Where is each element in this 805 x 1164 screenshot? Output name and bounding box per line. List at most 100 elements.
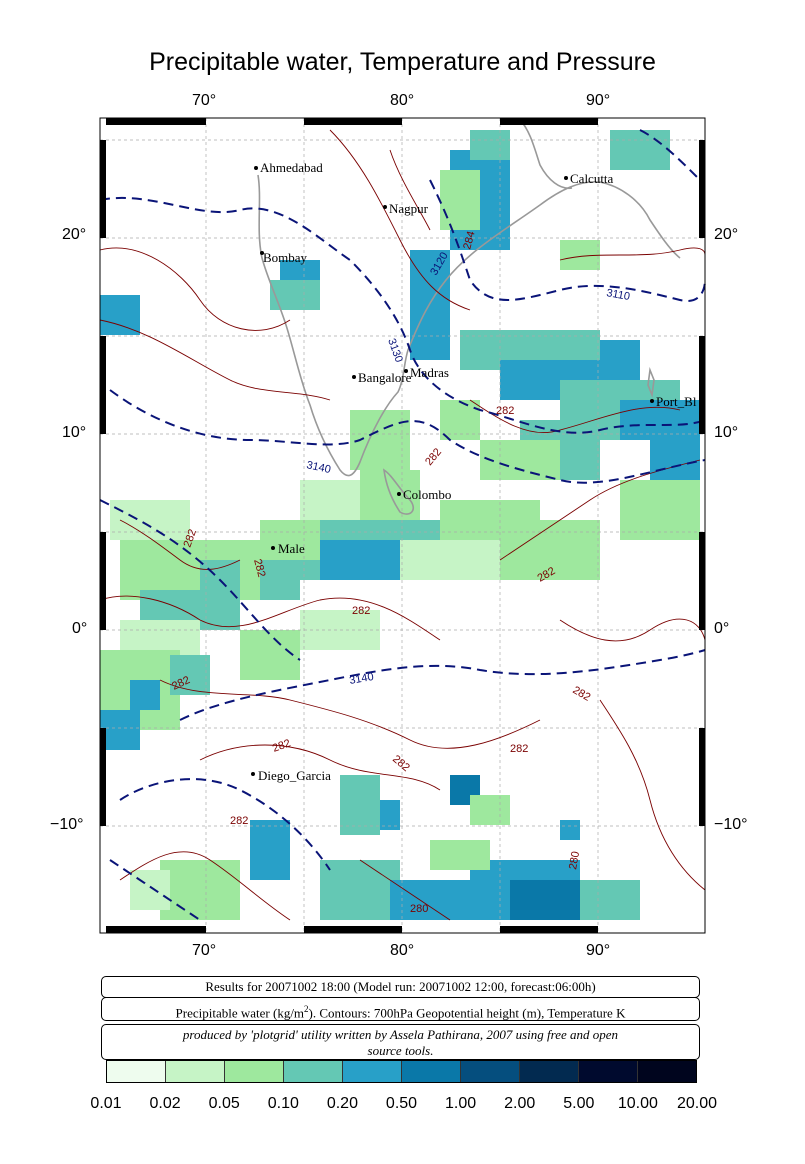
pw-cell bbox=[580, 880, 640, 920]
colorbar-segment bbox=[461, 1061, 520, 1082]
pw-cell bbox=[610, 130, 670, 170]
city-dot bbox=[251, 772, 255, 776]
pw-cell bbox=[250, 820, 290, 880]
temperature-contours bbox=[99, 129, 706, 921]
pw-cell bbox=[440, 400, 480, 440]
frame-border bbox=[99, 117, 706, 934]
colorbar-segment bbox=[225, 1061, 284, 1082]
pw-cell bbox=[240, 630, 300, 680]
pw-cell bbox=[100, 710, 140, 750]
contour-label: 282 bbox=[352, 605, 370, 617]
city-dot bbox=[564, 176, 568, 180]
contour-label: 282 bbox=[271, 737, 292, 755]
colorbar-tick-label: 0.02 bbox=[149, 1095, 181, 1112]
lon-label-top: 70° bbox=[192, 92, 217, 109]
pw-cell bbox=[560, 820, 580, 840]
pw-cell bbox=[390, 880, 470, 920]
pw-cell bbox=[400, 540, 500, 580]
pw-cell bbox=[130, 870, 170, 910]
results-info-box: Results for 20071002 18:00 (Model run: 2… bbox=[101, 976, 700, 998]
legend-superscript: 2 bbox=[304, 1004, 309, 1014]
city-label: Bangalore bbox=[358, 370, 412, 385]
lon-label-top: 90° bbox=[586, 92, 611, 109]
colorbar-tick-label: 2.00 bbox=[504, 1095, 536, 1112]
pw-cell bbox=[110, 500, 190, 540]
pw-cell bbox=[600, 340, 640, 380]
lat-label-right: −10° bbox=[714, 816, 748, 833]
colorbar-tick-label: 0.10 bbox=[267, 1095, 299, 1112]
contour-label: 282 bbox=[496, 405, 514, 417]
contour-label: 280 bbox=[410, 903, 428, 915]
pw-cell bbox=[540, 520, 600, 580]
colorbar-segment bbox=[520, 1061, 579, 1082]
city-dot bbox=[271, 546, 275, 550]
contour-label: 3110 bbox=[605, 287, 630, 303]
pw-cell bbox=[160, 860, 240, 920]
lat-label-left: 10° bbox=[62, 424, 87, 441]
colorbar-tick-label: 0.05 bbox=[208, 1095, 240, 1112]
pw-cell bbox=[270, 280, 320, 310]
legend-info-box: Precipitable water (kg/m2). Contours: 70… bbox=[101, 997, 700, 1021]
city-label: Diego_Garcia bbox=[258, 768, 331, 783]
city-label: Nagpur bbox=[389, 201, 429, 216]
lon-label-bottom: 80° bbox=[390, 942, 415, 959]
lon-label-bottom: 90° bbox=[586, 942, 611, 959]
contour-label: 282 bbox=[510, 743, 528, 755]
legend-prefix: Precipitable water (kg/m bbox=[175, 1005, 305, 1021]
colorbar bbox=[106, 1060, 697, 1083]
lat-label-left: −10° bbox=[50, 816, 84, 833]
contour-label: 3140 bbox=[305, 459, 331, 476]
lon-label-bottom: 70° bbox=[192, 942, 217, 959]
lat-label-left: 0° bbox=[72, 620, 88, 637]
city-label: Colombo bbox=[403, 487, 451, 502]
lat-label-right: 10° bbox=[714, 424, 739, 441]
pw-cell bbox=[170, 655, 210, 695]
lat-label-right: 20° bbox=[714, 226, 739, 243]
city-dot bbox=[397, 492, 401, 496]
colorbar-tick-label: 0.20 bbox=[326, 1095, 358, 1112]
colorbar-segment bbox=[166, 1061, 225, 1082]
legend-suffix: ). Contours: 700hPa Geopotential height … bbox=[308, 1005, 626, 1021]
pw-cell bbox=[430, 840, 490, 870]
contour-label: 282 bbox=[182, 528, 200, 549]
pw-cell bbox=[380, 800, 400, 830]
colorbar-segment bbox=[638, 1061, 696, 1082]
geopotential-contours bbox=[99, 129, 706, 921]
contour-label: 280 bbox=[567, 850, 582, 870]
contour-label: 282 bbox=[230, 815, 248, 827]
credit-info-box: produced by 'plotgrid' utility written b… bbox=[101, 1024, 700, 1060]
colorbar-segment bbox=[107, 1061, 166, 1082]
contour-label: 3140 bbox=[348, 671, 374, 687]
pw-cell bbox=[340, 775, 380, 835]
colorbar-segment bbox=[579, 1061, 638, 1082]
city-label: Calcutta bbox=[570, 171, 614, 186]
colorbar-tick-label: 0.01 bbox=[90, 1095, 122, 1112]
city-label: Ahmedabad bbox=[260, 160, 323, 175]
city-markers: Ahmedabad Nagpur Calcutta Bombay Bangalo… bbox=[251, 160, 697, 783]
colorbar-tick-label: 10.00 bbox=[617, 1095, 658, 1112]
chart-title: Precipitable water, Temperature and Pres… bbox=[149, 48, 656, 76]
colorbar-segment bbox=[343, 1061, 402, 1082]
lat-label-right: 0° bbox=[714, 620, 730, 637]
city-dot bbox=[383, 205, 387, 209]
city-label: Bombay bbox=[263, 250, 308, 265]
contour-label: 282 bbox=[251, 558, 267, 579]
city-label: Port_Bl bbox=[656, 394, 697, 409]
colorbar-tick-label: 5.00 bbox=[563, 1095, 595, 1112]
lon-label-top: 80° bbox=[390, 92, 415, 109]
colorbar-tick-label: 0.50 bbox=[385, 1095, 418, 1112]
credit-line-1: produced by 'plotgrid' utility written b… bbox=[182, 1027, 619, 1042]
colorbar-tick-label: 20.00 bbox=[676, 1095, 718, 1112]
credit-line-2: source tools. bbox=[367, 1043, 434, 1058]
pw-cell bbox=[620, 480, 700, 540]
colorbar-segment bbox=[402, 1061, 461, 1082]
city-dot bbox=[404, 369, 408, 373]
pw-cell bbox=[260, 520, 320, 560]
pw-cell bbox=[100, 295, 140, 335]
pw-cell bbox=[440, 170, 480, 230]
results-text: Results for 20071002 18:00 (Model run: 2… bbox=[205, 979, 596, 994]
city-label: Madras bbox=[410, 365, 449, 380]
city-dot bbox=[254, 166, 258, 170]
pw-cell bbox=[470, 795, 510, 825]
